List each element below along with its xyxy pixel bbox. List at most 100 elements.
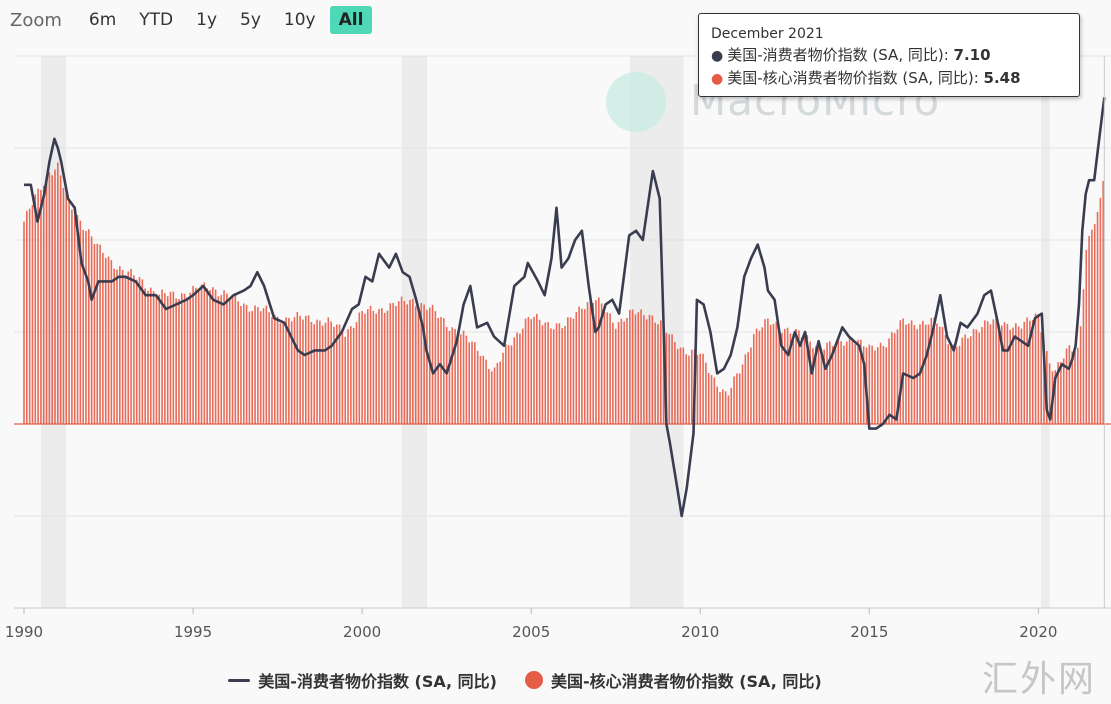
core-bar-361 — [1040, 332, 1042, 424]
core-bar-249 — [724, 391, 727, 424]
core-bar-185 — [544, 322, 547, 424]
core-bar-377 — [1085, 249, 1088, 424]
core-bar-308 — [891, 332, 893, 424]
legend-label-core: 美国-核心消费者物价指数 (SA, 同比) — [551, 672, 822, 691]
core-bar-67 — [211, 287, 214, 424]
core-bar-56 — [180, 293, 183, 424]
core-bar-122 — [366, 309, 369, 424]
core-bar-343 — [989, 324, 992, 424]
zoom-all-button[interactable]: All — [329, 6, 373, 34]
core-bar-381 — [1096, 211, 1099, 424]
core-bar-236 — [688, 355, 690, 424]
core-bar-197 — [578, 306, 580, 424]
core-bar-60 — [192, 285, 194, 424]
core-bar-325 — [938, 326, 941, 424]
core-bar-38 — [130, 269, 132, 424]
core-bar-285 — [826, 342, 828, 424]
core-bar-257 — [747, 352, 749, 424]
core-bar-73 — [228, 298, 231, 424]
core-bar-191 — [561, 328, 563, 424]
zoom-ytd-button[interactable]: YTD — [139, 10, 174, 30]
core-bar-297 — [860, 339, 862, 424]
core-bar-13 — [59, 175, 62, 424]
zoom-10y-button[interactable]: 10y — [283, 10, 316, 30]
core-bar-338 — [975, 329, 978, 424]
x-tick-label-2015: 2015 — [850, 623, 888, 641]
core-bar-323 — [933, 317, 935, 424]
core-bar-360 — [1037, 314, 1040, 424]
core-bar-3 — [31, 204, 34, 424]
core-bar-137 — [409, 300, 411, 424]
zoom-1y-button[interactable]: 1y — [196, 10, 218, 30]
core-bar-99 — [302, 319, 304, 424]
core-bar-270 — [783, 328, 786, 424]
core-bar-176 — [519, 333, 521, 424]
core-bar-355 — [1023, 321, 1026, 424]
core-bar-336 — [969, 336, 972, 424]
zoom-6m-button[interactable]: 6m — [88, 10, 117, 30]
zoom-5y-button[interactable]: 5y — [240, 10, 261, 30]
core-bar-135 — [403, 300, 406, 424]
core-bar-123 — [369, 305, 372, 424]
core-bar-106 — [321, 325, 324, 424]
legend-line-icon — [228, 678, 251, 682]
legend-item-core[interactable]: 美国-核心消费者物价指数 (SA, 同比) — [525, 668, 822, 692]
core-bar-63 — [200, 284, 203, 424]
core-bar-346 — [998, 324, 1000, 424]
core-bar-127 — [381, 308, 383, 424]
core-bar-267 — [775, 321, 778, 424]
core-bar-187 — [550, 328, 552, 424]
core-bar-47 — [155, 297, 158, 424]
core-bar-138 — [412, 298, 414, 424]
legend-item-headline[interactable]: 美国-消费者物价指数 (SA, 同比) — [228, 668, 497, 692]
core-bar-117 — [352, 327, 355, 424]
core-bar-80 — [248, 311, 251, 424]
core-bar-141 — [420, 303, 423, 424]
core-bar-42 — [141, 279, 144, 424]
core-bar-357 — [1029, 320, 1031, 424]
core-bar-68 — [214, 289, 217, 424]
core-bar-182 — [536, 313, 538, 424]
core-bar-268 — [778, 327, 780, 424]
core-bar-163 — [482, 355, 485, 424]
core-bar-274 — [795, 328, 797, 424]
core-bar-298 — [862, 346, 865, 424]
core-bar-36 — [124, 275, 127, 424]
core-bar-231 — [674, 342, 676, 424]
core-bar-376 — [1082, 289, 1085, 424]
core-bar-342 — [986, 321, 989, 424]
core-bar-132 — [395, 305, 397, 424]
core-bar-20 — [79, 220, 82, 424]
core-bar-118 — [355, 322, 358, 424]
core-bar-162 — [479, 355, 482, 424]
core-bar-364 — [1048, 363, 1051, 424]
core-bar-8 — [45, 175, 48, 424]
core-bar-296 — [857, 339, 859, 424]
core-bar-275 — [798, 330, 800, 424]
core-bar-166 — [490, 371, 493, 424]
core-bar-14 — [62, 187, 65, 424]
tooltip-value-headline: 7.10 — [953, 46, 991, 64]
core-bar-156 — [462, 330, 465, 424]
core-bar-341 — [984, 320, 986, 424]
core-bar-255 — [741, 364, 744, 424]
core-bar-328 — [947, 344, 950, 424]
core-bar-1 — [26, 210, 28, 424]
core-bar-374 — [1077, 347, 1079, 424]
core-bar-334 — [964, 334, 966, 424]
core-bar-66 — [209, 290, 211, 424]
core-bar-30 — [107, 256, 110, 424]
core-bar-75 — [234, 293, 237, 424]
core-bar-11 — [54, 169, 56, 424]
core-bar-300 — [868, 344, 871, 424]
core-bar-161 — [476, 350, 479, 424]
core-bar-337 — [972, 328, 975, 424]
core-bar-57 — [183, 293, 186, 424]
core-bar-6 — [40, 190, 42, 424]
core-bar-214 — [626, 317, 628, 424]
core-bar-246 — [716, 386, 718, 424]
zoom-label: Zoom — [10, 9, 62, 31]
core-bar-229 — [668, 334, 671, 424]
tooltip-row-core: ● 美国-核心消费者物价指数 (SA, 同比): 5.48 — [711, 67, 1067, 90]
core-bar-304 — [879, 342, 882, 424]
